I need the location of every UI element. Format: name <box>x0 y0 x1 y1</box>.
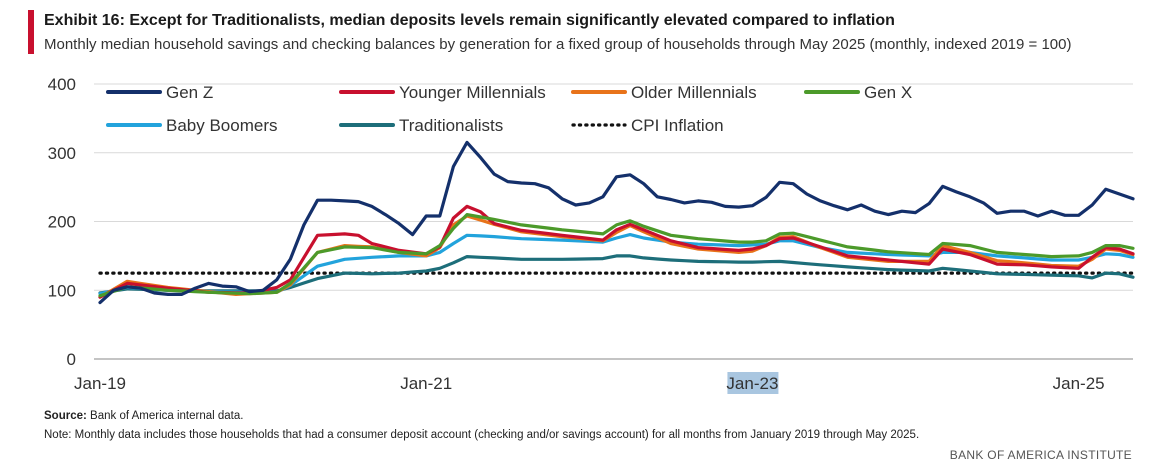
y-tick-label: 100 <box>48 281 76 300</box>
legend-label: Gen X <box>864 83 912 102</box>
series-line-baby-boomers <box>98 233 1135 296</box>
legend-label: Younger Millennials <box>399 83 546 102</box>
source-label: Source: <box>44 410 87 422</box>
legend-item-traditionalists: Traditionalists <box>339 116 503 135</box>
x-tick-label: Jan-25 <box>1053 374 1105 393</box>
source-text: Bank of America internal data. <box>90 410 244 422</box>
legend-label: Traditionalists <box>399 116 503 135</box>
legend-label: CPI Inflation <box>631 116 724 135</box>
series-line-younger-millennials <box>98 204 1135 299</box>
y-tick-label: 300 <box>48 144 76 163</box>
title-accent-bar <box>28 10 34 54</box>
legend-item-gen-x: Gen X <box>804 83 912 102</box>
legend-label: Baby Boomers <box>166 116 278 135</box>
brand-name: BANK OF AMERICA INSTITUTE <box>949 448 1132 462</box>
series-line-gen-z <box>98 140 1135 305</box>
source-line: Source: Bank of America internal data. <box>44 410 243 422</box>
series-lines <box>98 140 1135 305</box>
legend-item-cpi-inflation: CPI Inflation <box>571 116 724 135</box>
y-tick-label: 400 <box>48 75 76 94</box>
series-line-gen-x <box>98 213 1135 298</box>
chart-title: Exhibit 16: Except for Traditionalists, … <box>44 12 895 29</box>
x-tick-label: Jan-21 <box>400 374 452 393</box>
legend-item-older-millennials: Older Millennials <box>571 83 757 102</box>
x-tick-label: Jan-19 <box>74 374 126 393</box>
legend-label: Older Millennials <box>631 83 757 102</box>
x-tick-highlight <box>727 372 779 394</box>
legend: Gen Z Younger Millennials Older Millennial… <box>106 83 912 135</box>
grid-lines <box>94 83 1133 360</box>
y-tick-label: 200 <box>48 213 76 232</box>
y-axis-ticks: 0 100 200 300 400 <box>48 75 76 369</box>
chart-subtitle: Monthly median household savings and che… <box>44 36 1072 53</box>
legend-item-gen-z: Gen Z <box>106 83 213 102</box>
y-tick-label: 0 <box>67 350 76 369</box>
x-tick-label: Jan-23 <box>726 374 778 393</box>
x-axis-ticks: Jan-19 Jan-21 Jan-23 Jan-25 <box>74 372 1105 394</box>
legend-label: Gen Z <box>166 83 213 102</box>
legend-item-baby-boomers: Baby Boomers <box>106 116 278 135</box>
legend-item-younger-millennials: Younger Millennials <box>339 83 546 102</box>
note-line: Note: Monthly data includes those househ… <box>44 429 920 441</box>
